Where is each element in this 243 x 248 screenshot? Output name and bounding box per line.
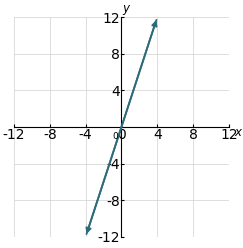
Text: 0: 0 (112, 132, 118, 141)
Text: x: x (234, 126, 241, 139)
Text: y: y (122, 1, 130, 15)
